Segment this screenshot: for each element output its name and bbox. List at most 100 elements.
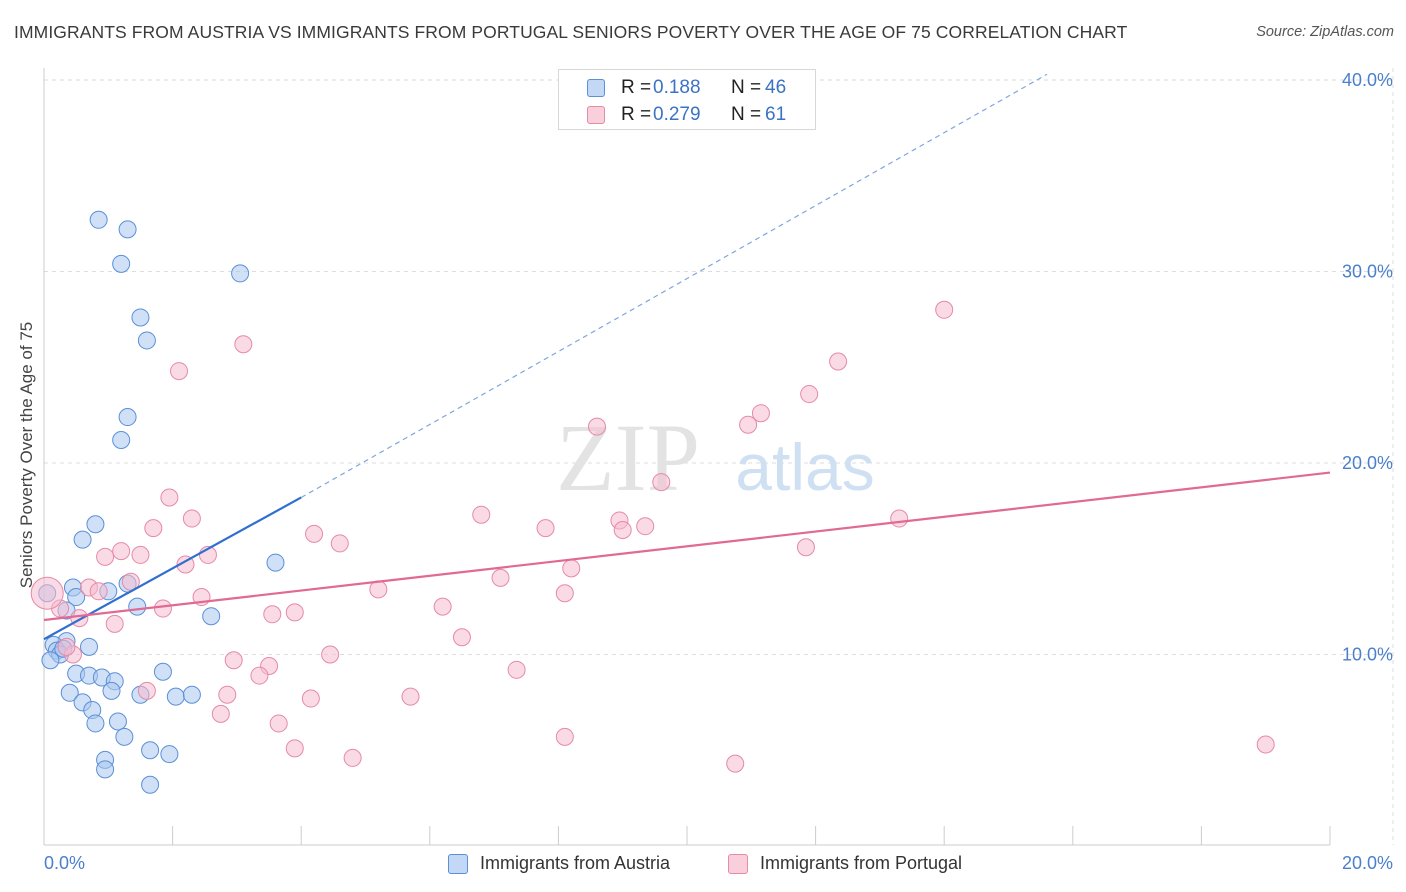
- austria-point: [60, 683, 79, 702]
- portugal-point: [472, 505, 491, 524]
- portugal-point: [89, 582, 108, 601]
- portugal-point: [652, 473, 671, 492]
- bottom-legend-portugal-label: Immigrants from Portugal: [760, 853, 963, 873]
- portugal-point: [433, 597, 452, 616]
- austria-point: [160, 745, 179, 764]
- watermark-atlas: atlas: [735, 430, 874, 504]
- portugal-point: [250, 666, 269, 685]
- portugal-point: [160, 488, 179, 507]
- portugal-point: [176, 555, 195, 574]
- austria-point: [141, 741, 160, 760]
- portugal-point: [301, 689, 320, 708]
- portugal-point: [796, 538, 815, 557]
- series-portugal: [30, 300, 1275, 773]
- portugal-point: [305, 524, 324, 543]
- portugal-point: [739, 415, 758, 434]
- portugal-trend-line: [43, 471, 1331, 622]
- portugal-point: [401, 687, 420, 706]
- x-tick-label: 20.0%: [1342, 853, 1393, 873]
- watermark: ZIP atlas: [556, 404, 875, 511]
- legend-swatch-portugal: [587, 106, 605, 124]
- grid-lines: [44, 68, 1394, 845]
- portugal-point: [137, 681, 156, 700]
- austria-point: [112, 254, 131, 273]
- x-tick-label: 0.0%: [44, 853, 85, 873]
- trend-lines: [43, 73, 1331, 641]
- portugal-point: [153, 599, 172, 618]
- portugal-point: [224, 651, 243, 670]
- portugal-point: [263, 605, 282, 624]
- austria-point: [118, 408, 137, 427]
- bottom-legend-austria-label: Immigrants from Austria: [480, 853, 671, 873]
- portugal-point: [562, 559, 581, 578]
- portugal-point: [285, 603, 304, 622]
- portugal-point: [170, 362, 189, 381]
- portugal-point: [234, 335, 253, 354]
- bottom-swatch-portugal: [728, 854, 748, 874]
- y-tick-label: 30.0%: [1342, 262, 1393, 282]
- portugal-point: [57, 637, 76, 656]
- chart-title: IMMIGRANTS FROM AUSTRIA VS IMMIGRANTS FR…: [14, 22, 1128, 42]
- portugal-point: [144, 519, 163, 538]
- austria-point: [115, 727, 134, 746]
- austria-point: [231, 264, 250, 283]
- axes: [43, 68, 1331, 846]
- portugal-point: [636, 517, 655, 536]
- austria-point: [266, 553, 285, 572]
- austria-trend-extension: [300, 73, 1048, 498]
- austria-point: [182, 685, 201, 704]
- legend-n-value-austria: 46: [765, 77, 787, 98]
- portugal-point: [829, 352, 848, 371]
- y-axis-label-group: Seniors Poverty Over the Age of 75: [17, 322, 36, 588]
- portugal-point: [211, 704, 230, 723]
- portugal-point: [285, 739, 304, 758]
- bottom-swatch-austria: [448, 854, 468, 874]
- portugal-point: [536, 519, 555, 538]
- portugal-point: [131, 545, 150, 564]
- austria-point: [118, 220, 137, 239]
- portugal-point: [890, 509, 909, 528]
- y-axis-label: Seniors Poverty Over the Age of 75: [17, 322, 36, 588]
- austria-point: [80, 637, 99, 656]
- portugal-point: [105, 614, 124, 633]
- legend-n-label: N =: [731, 104, 762, 125]
- portugal-point: [218, 685, 237, 704]
- portugal-point: [452, 628, 471, 647]
- austria-trend-line: [43, 496, 302, 641]
- portugal-point: [613, 521, 632, 540]
- series-austria: [38, 210, 285, 794]
- portugal-point: [726, 754, 745, 773]
- portugal-point: [96, 547, 115, 566]
- austria-point: [166, 687, 185, 706]
- legend-n-value-portugal: 61: [765, 104, 787, 125]
- legend-n-label: N =: [731, 77, 762, 98]
- portugal-point: [587, 417, 606, 436]
- correlation-legend: R = 0.188 N = 46 R = 0.279 N = 61: [558, 69, 816, 130]
- austria-point: [128, 597, 147, 616]
- portugal-point: [935, 300, 954, 319]
- legend-swatch-austria: [587, 79, 605, 97]
- portugal-point: [330, 534, 349, 553]
- austria-point: [202, 607, 221, 626]
- portugal-point: [112, 542, 131, 561]
- y-tick-label: 10.0%: [1342, 645, 1393, 665]
- portugal-point: [751, 404, 770, 423]
- legend-r-value-austria: 0.188: [653, 77, 701, 98]
- austria-point: [41, 651, 60, 670]
- portugal-point: [343, 748, 362, 767]
- austria-point: [89, 210, 108, 229]
- austria-point: [153, 662, 172, 681]
- portugal-point: [555, 727, 574, 746]
- austria-point: [86, 714, 105, 733]
- source-label: Source: ZipAtlas.com: [1256, 24, 1394, 40]
- tick-labels: 10.0% 20.0% 30.0% 40.0% 0.0% 20.0%: [44, 70, 1393, 873]
- portugal-point: [182, 509, 201, 528]
- legend-r-label: R =: [621, 104, 652, 125]
- watermark-zip: ZIP: [556, 404, 700, 511]
- austria-point: [112, 431, 131, 450]
- portugal-point: [321, 645, 340, 664]
- portugal-point: [269, 714, 288, 733]
- legend-r-label: R =: [621, 77, 652, 98]
- y-tick-label: 20.0%: [1342, 453, 1393, 473]
